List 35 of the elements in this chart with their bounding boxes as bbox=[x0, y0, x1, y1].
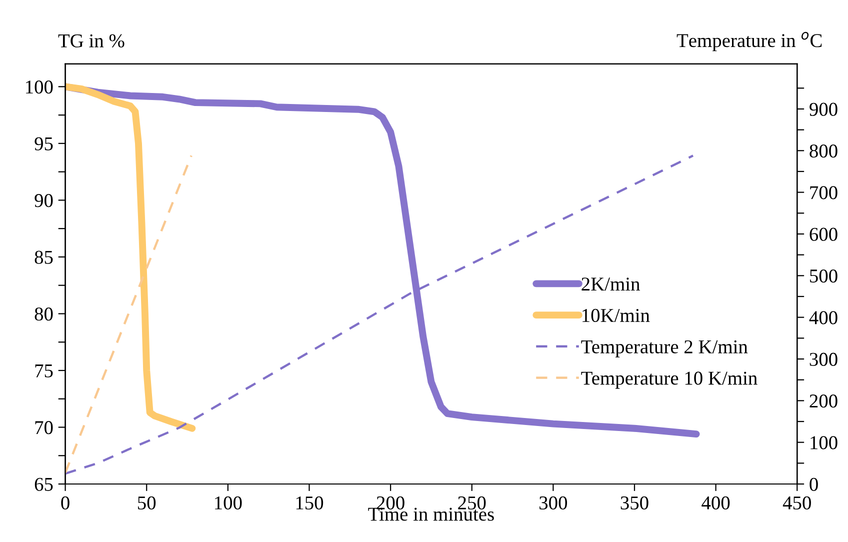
y-tick-label: 75 bbox=[35, 364, 53, 378]
legend-label: Temperature 2 K/min bbox=[581, 340, 748, 358]
y2-tick-label: 700 bbox=[810, 186, 838, 200]
y2-tick-label: 300 bbox=[810, 352, 838, 366]
y-tick-label: 65 bbox=[34, 478, 53, 491]
x-tick-label: 450 bbox=[782, 496, 811, 510]
x-tick-label: 350 bbox=[620, 496, 648, 510]
y2-tick-label: 0 bbox=[810, 478, 818, 491]
y-tick-label: 100 bbox=[26, 80, 53, 94]
y2-tick-label: 800 bbox=[810, 144, 838, 158]
y2-tick-label: 900 bbox=[810, 102, 838, 116]
y-tick-label: 90 bbox=[34, 194, 53, 208]
x-tick-label: 400 bbox=[702, 496, 730, 510]
legend-label: 2K/min bbox=[582, 278, 640, 291]
y-axis-title: TG in % bbox=[58, 34, 124, 48]
x-tick-label: 300 bbox=[540, 496, 568, 510]
x-tick-label: 50 bbox=[138, 496, 156, 510]
x-tick-label: 250 bbox=[458, 496, 486, 510]
y2-tick-label: 100 bbox=[810, 436, 838, 450]
y2-tick-label: 400 bbox=[809, 311, 838, 324]
y-tick-label: 70 bbox=[35, 421, 53, 434]
x-axis-title: Time in minutes bbox=[368, 508, 494, 521]
x-tick-label: 200 bbox=[376, 496, 404, 510]
y2-tick-label: 500 bbox=[810, 269, 838, 283]
legend-label: 10K/min bbox=[582, 308, 650, 322]
y-tick-label: 85 bbox=[34, 250, 53, 264]
y2-axis-title: Temperature in $^{o}$C bbox=[676, 32, 822, 52]
y2-tick-label: 200 bbox=[810, 394, 838, 408]
legend-label: Temperature 10 K/min bbox=[581, 372, 758, 389]
y2-tick-label: 600 bbox=[810, 228, 838, 241]
x-tick-label: 100 bbox=[215, 496, 242, 510]
y-tick-label: 80 bbox=[34, 308, 53, 321]
y-tick-label: 95 bbox=[34, 137, 53, 150]
x-tick-label: 150 bbox=[296, 496, 324, 510]
x-tick-label: 0 bbox=[61, 496, 70, 510]
